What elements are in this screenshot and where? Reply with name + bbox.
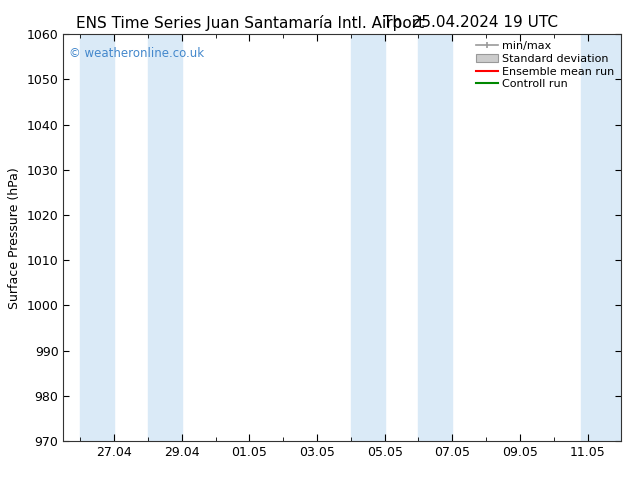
- Y-axis label: Surface Pressure (hPa): Surface Pressure (hPa): [8, 167, 21, 309]
- Text: Th. 25.04.2024 19 UTC: Th. 25.04.2024 19 UTC: [383, 15, 558, 30]
- Text: ENS Time Series Juan Santamaría Intl. Airport: ENS Time Series Juan Santamaría Intl. Ai…: [76, 15, 424, 31]
- Legend: min/max, Standard deviation, Ensemble mean run, Controll run: min/max, Standard deviation, Ensemble me…: [471, 37, 619, 94]
- Bar: [81, 34, 114, 441]
- Bar: [351, 34, 385, 441]
- Text: © weatheronline.co.uk: © weatheronline.co.uk: [69, 47, 204, 59]
- Bar: [148, 34, 182, 441]
- Bar: [581, 34, 634, 441]
- Bar: [418, 34, 452, 441]
